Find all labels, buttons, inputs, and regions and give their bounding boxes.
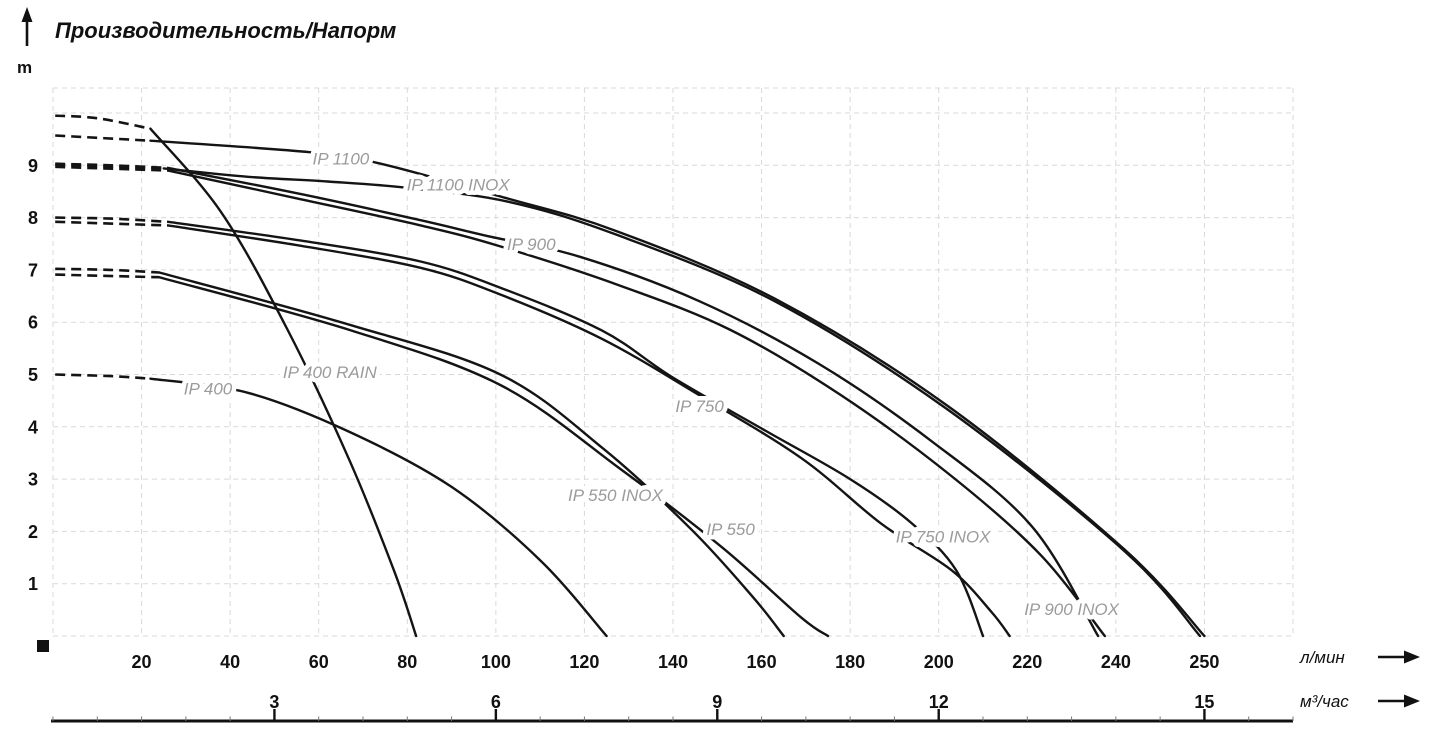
lmin-tick-80: 80 [397,652,417,672]
curve-dashed-ip-750 [55,216,169,224]
y-tick-6: 6 [28,313,38,333]
lmin-tick-220: 220 [1012,652,1042,672]
grid-lines [52,87,1294,637]
pump-curves [55,114,1206,638]
curve-ip-900 [166,166,1100,638]
lmin-tick-100: 100 [481,652,511,672]
m3h-unit-label: м³/час [1300,692,1349,711]
curve-dashed-ip-900-inox [55,165,169,172]
lmin-tick-140: 140 [658,652,688,672]
lmin-tick-240: 240 [1101,652,1131,672]
y-tick-7: 7 [28,260,38,280]
curve-ip-400-rain [149,127,418,638]
curve-dashed-ip-550-inox [55,267,160,274]
curve-dashed-ip-1100-inox [55,163,164,170]
m3h-tick-3: 3 [269,692,279,712]
y-tick-9: 9 [28,156,38,176]
axis-origin-marker [37,640,49,652]
x-axis-lmin-unit: л/мин [1299,648,1420,667]
curve-ip-750-inox [166,224,1011,638]
y-tick-4: 4 [28,417,38,437]
curve-dashed-ip-1100 [55,134,151,143]
curve-label-ip-550: IP 550 [706,520,755,539]
curve-ip-1100-inox [162,167,1202,638]
y-axis-unit-label: m [17,58,32,77]
lmin-unit-label: л/мин [1299,648,1345,667]
curve-ip-550 [158,276,830,638]
curve-label-ip-900: IP 900 [507,235,556,254]
y-tick-2: 2 [28,522,38,542]
curve-ip-400 [149,377,608,638]
curve-dashed-ip-750-inox [55,220,169,227]
y-axis-up-arrow-icon [21,7,33,46]
curve-label-ip-1100-inox: IP 1100 INOX [407,176,511,195]
bottom-scale-axis [51,709,1294,723]
x-axis-m3h-tick-labels: 3 6 9 12 15 [269,692,1214,712]
y-tick-3: 3 [28,470,38,490]
curve-labels: IP 400 RAIN IP 400 IP 550 INOX IP 550 IP 750… [179,145,1124,623]
m3h-tick-9: 9 [712,692,722,712]
x-axis-m3h-unit: м³/час [1300,692,1420,711]
curve-dashed-ip-400 [55,373,151,380]
curve-ip-900-inox [166,169,1106,638]
curve-dashed-ip-550 [55,273,160,279]
curve-label-ip-550-inox: IP 550 INOX [568,486,663,505]
curve-label-ip-400: IP 400 [184,380,233,399]
curve-ip-1100 [149,139,1206,638]
x-axis-lmin-tick-labels: 20 40 60 80 100 120 140 160 180 200 220 240 250 [132,652,1220,672]
y-tick-1: 1 [28,574,38,594]
lmin-tick-40: 40 [220,652,240,672]
curve-dashed-ip-400-rain [55,114,151,130]
lmin-tick-250: 250 [1189,652,1219,672]
right-arrow-icon [1378,650,1420,664]
curve-ip-750 [166,220,985,638]
y-axis-tick-labels: 9 8 7 6 5 4 3 2 1 [28,156,38,594]
chart-title: Производительность/Напорм [55,18,396,43]
lmin-tick-160: 160 [747,652,777,672]
lmin-tick-180: 180 [835,652,865,672]
m3h-tick-15: 15 [1194,692,1214,712]
curve-ip-550-inox [158,271,785,638]
right-arrow-icon [1378,694,1420,708]
lmin-tick-120: 120 [569,652,599,672]
curve-label-ip-750-inox: IP 750 INOX [896,528,991,547]
curve-label-ip-900-inox: IP 900 INOX [1024,600,1119,619]
y-tick-8: 8 [28,208,38,228]
m3h-tick-12: 12 [929,692,949,712]
curve-label-ip-400-rain: IP 400 RAIN [283,363,378,382]
lmin-tick-60: 60 [309,652,329,672]
m3h-tick-6: 6 [491,692,501,712]
lmin-tick-200: 200 [924,652,954,672]
lmin-tick-20: 20 [132,652,152,672]
curve-label-ip-1100: IP 1100 [313,150,370,169]
curve-label-ip-750: IP 750 [675,397,724,416]
chart-header: Производительность/Напорм m [17,7,396,77]
y-tick-5: 5 [28,365,38,385]
